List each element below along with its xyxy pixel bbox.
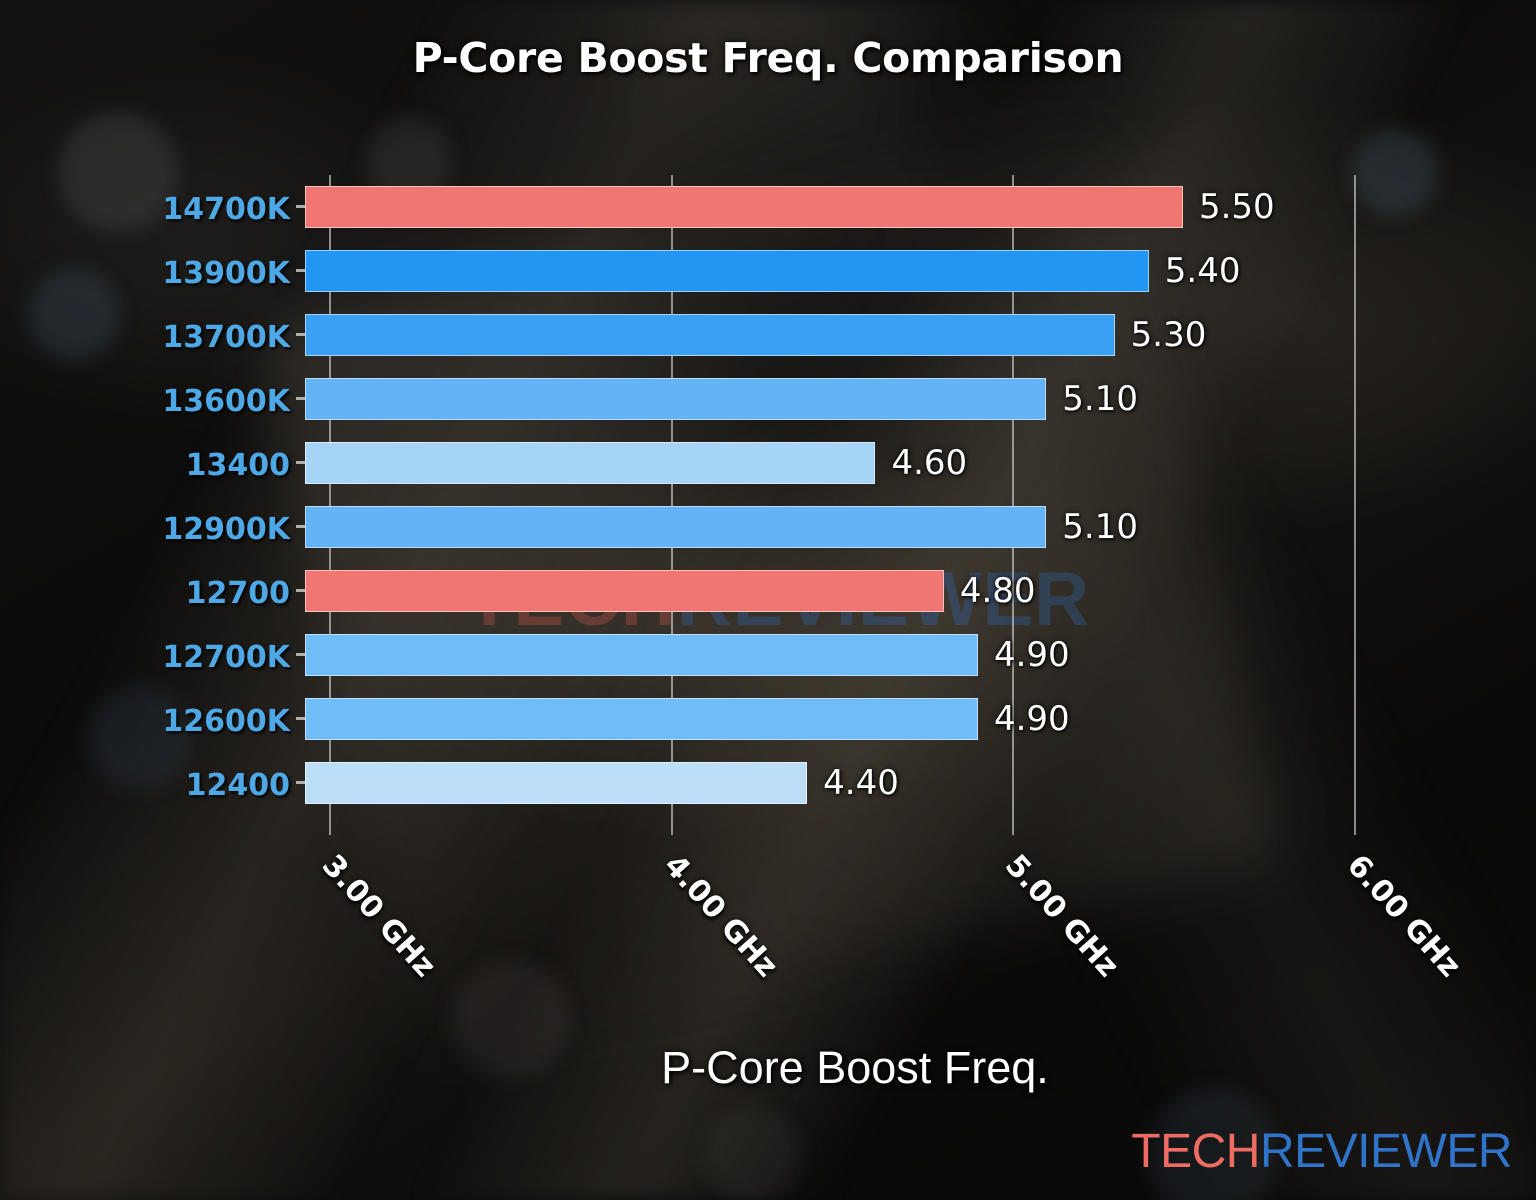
bar-row: 5.10 <box>296 367 1405 431</box>
bar-row: 4.80 <box>296 559 1405 623</box>
category-label: 13900K <box>162 256 290 291</box>
axis-tick-mark <box>296 653 305 656</box>
bar[interactable] <box>305 506 1047 548</box>
background-bokeh-5 <box>452 960 570 1078</box>
bar[interactable] <box>305 634 978 676</box>
bar-row: 4.40 <box>296 751 1405 815</box>
background-bokeh-2 <box>28 268 120 360</box>
category-label: 13700K <box>162 320 290 355</box>
chart-title: P-Core Boost Freq. Comparison <box>412 34 1124 82</box>
bar-value-label: 5.30 <box>1130 315 1207 355</box>
bar-row: 5.30 <box>296 303 1405 367</box>
x-axis-title: P-Core Boost Freq. <box>661 1042 1049 1093</box>
axis-tick-mark <box>296 717 305 720</box>
gridline <box>670 175 673 835</box>
bar-value-label: 4.90 <box>993 699 1070 739</box>
axis-tick-mark <box>296 397 305 400</box>
bar[interactable] <box>305 762 808 804</box>
gridline <box>1353 175 1356 835</box>
background-bokeh-3 <box>88 686 192 790</box>
background-bokeh-1 <box>58 112 178 232</box>
bar-row: 4.90 <box>296 623 1405 687</box>
axis-tick-mark <box>296 461 305 464</box>
brand-tech-text: TECH <box>1131 1125 1260 1178</box>
category-label: 12400 <box>185 768 290 803</box>
axis-tick-mark <box>296 781 305 784</box>
brand-reviewer-text: REVIEWER <box>1259 1125 1513 1178</box>
background-bokeh-7 <box>1148 1088 1278 1200</box>
bar[interactable] <box>305 250 1149 292</box>
plot-area: 5.50 5.40 5.30 5.10 4.60 5.10 4.80 4.90 4.90 4.40 <box>296 175 1405 835</box>
gridline <box>1012 175 1015 835</box>
bar-value-label: 4.40 <box>823 763 899 803</box>
category-label: 13600K <box>162 384 290 419</box>
category-label: 12700K <box>162 640 290 675</box>
bar-value-label: 5.10 <box>1062 379 1138 419</box>
bar-value-label: 4.90 <box>993 635 1070 675</box>
axis-tick-mark <box>296 333 305 336</box>
category-label: 12700 <box>185 576 290 611</box>
bar[interactable] <box>305 442 876 484</box>
x-tick-label: 6.00 GHz <box>1339 848 1468 985</box>
bar-value-label: 5.40 <box>1164 251 1241 291</box>
category-label: 14700K <box>162 192 290 227</box>
bar-row: 5.10 <box>296 495 1405 559</box>
gridline <box>328 175 331 835</box>
bar-value-label: 4.80 <box>959 571 1036 611</box>
category-label: 12600K <box>162 704 290 739</box>
axis-tick-mark <box>296 269 305 272</box>
bar-row: 4.90 <box>296 687 1405 751</box>
axis-tick-mark <box>296 589 305 592</box>
bar[interactable] <box>305 186 1183 228</box>
brand-logo: TECHREVIEWER <box>1131 1124 1512 1179</box>
bar[interactable] <box>305 378 1047 420</box>
bar-value-label: 4.60 <box>891 443 968 483</box>
background-bokeh-8 <box>704 1106 800 1200</box>
bar-value-label: 5.10 <box>1062 507 1138 547</box>
bar[interactable] <box>305 698 978 740</box>
bar-rows: 5.50 5.40 5.30 5.10 4.60 5.10 4.80 4.90 4.90 4.40 <box>296 175 1405 835</box>
category-label: 12900K <box>162 512 290 547</box>
background-bokeh-6 <box>1352 130 1438 216</box>
bar[interactable] <box>305 570 944 612</box>
bar[interactable] <box>305 314 1115 356</box>
bar-value-label: 5.50 <box>1198 187 1275 227</box>
axis-tick-mark <box>296 205 305 208</box>
bar-row: 4.60 <box>296 431 1405 495</box>
bar-row: 5.40 <box>296 239 1405 303</box>
axis-tick-mark <box>296 525 305 528</box>
category-label: 13400 <box>185 448 290 483</box>
bar-row: 5.50 <box>296 175 1405 239</box>
